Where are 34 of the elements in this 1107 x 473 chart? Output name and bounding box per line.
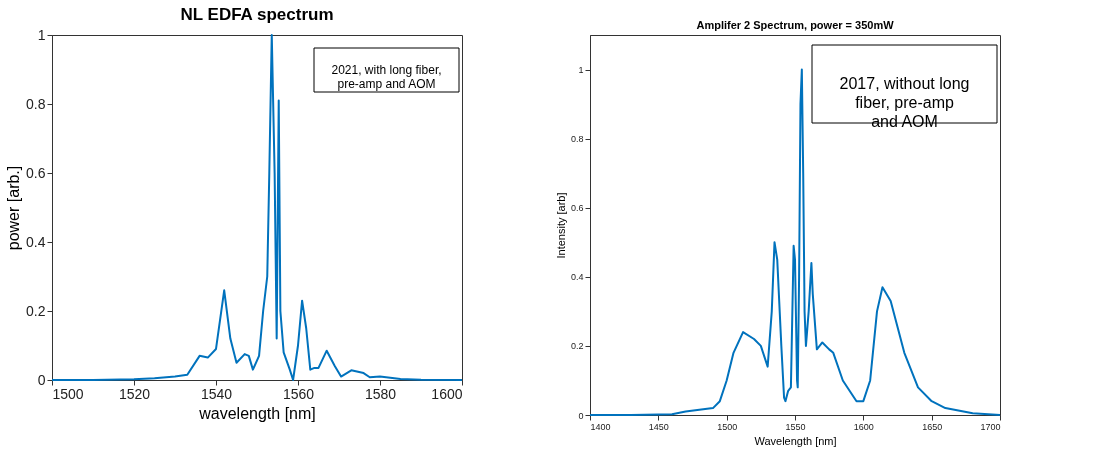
chart-title: Amplifer 2 Spectrum, power = 350mW: [696, 19, 895, 31]
x-axis-title: wavelength [nm]: [198, 404, 316, 422]
y-axis-title: power [arb.]: [5, 165, 23, 251]
y-tick-label: 0.4: [570, 272, 584, 283]
x-tick-label: 1400: [590, 421, 611, 432]
x-tick-label: 1540: [200, 385, 233, 402]
y-tick-label: 0.6: [570, 203, 584, 214]
x-tick-label: 1450: [648, 421, 669, 432]
y-tick-label: 0.4: [26, 233, 46, 250]
y-tick-label: 0.8: [570, 134, 584, 145]
x-tick-label: 1500: [717, 421, 738, 432]
x-tick-label: 1600: [431, 385, 463, 402]
y-tick-label: 0.2: [570, 341, 584, 352]
chart-title: NL EDFA spectrum: [180, 5, 334, 24]
y-tick-label: 0.6: [26, 164, 46, 181]
x-tick-label: 1600: [853, 421, 874, 432]
line-series: [589, 68, 1001, 416]
annotation: 2017, without long fiber, pre-amp and AOM: [839, 75, 970, 131]
x-tick-label: 1550: [785, 421, 806, 432]
x-tick-label: 1520: [118, 385, 151, 402]
x-tick-label: 1650: [922, 421, 943, 432]
y-tick-label: 0: [578, 410, 584, 421]
annotation: 2021, with long fiber, pre-amp and AOM: [331, 63, 442, 92]
x-tick-label: 1700: [980, 421, 1001, 432]
y-axis-title: Intensity [arb]: [554, 192, 567, 259]
y-tick-label: 0: [37, 371, 46, 388]
y-tick-label: 0.2: [26, 302, 46, 319]
x-tick-label: 1560: [282, 385, 315, 402]
y-tick-label: 0.8: [26, 95, 46, 112]
x-tick-label: 1500: [52, 385, 84, 402]
y-tick-label: 1: [578, 65, 584, 76]
x-tick-label: 1580: [364, 385, 397, 402]
y-tick-label: 1: [37, 26, 46, 43]
x-axis-title: Wavelength [nm]: [754, 434, 837, 447]
